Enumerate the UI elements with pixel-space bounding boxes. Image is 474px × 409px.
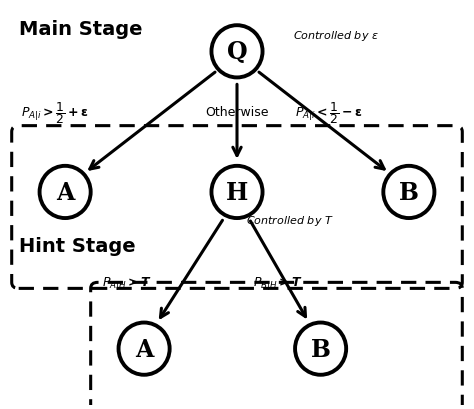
Ellipse shape	[211, 166, 263, 218]
Text: A: A	[135, 337, 153, 361]
Text: $\boldsymbol{P_{B|H} > T}$: $\boldsymbol{P_{B|H} > T}$	[253, 274, 303, 291]
Text: H: H	[226, 180, 248, 204]
Text: $\boldsymbol{P_{A|H} > T}$: $\boldsymbol{P_{A|H} > T}$	[102, 274, 153, 291]
Ellipse shape	[39, 166, 91, 218]
Ellipse shape	[295, 323, 346, 375]
Ellipse shape	[383, 166, 434, 218]
Text: Controlled by $T$: Controlled by $T$	[246, 213, 334, 227]
Text: B: B	[310, 337, 330, 361]
Text: A: A	[56, 180, 74, 204]
Ellipse shape	[118, 323, 170, 375]
Text: B: B	[399, 180, 419, 204]
Text: Hint Stage: Hint Stage	[18, 236, 135, 256]
Text: Otherwise: Otherwise	[205, 106, 269, 119]
Text: $\boldsymbol{P_{A|i} > \dfrac{1}{2} + \varepsilon}$: $\boldsymbol{P_{A|i} > \dfrac{1}{2} + \v…	[21, 99, 89, 125]
Ellipse shape	[211, 26, 263, 78]
Text: $\boldsymbol{P_{A|i} < \dfrac{1}{2} - \varepsilon}$: $\boldsymbol{P_{A|i} < \dfrac{1}{2} - \v…	[295, 99, 363, 125]
Text: Main Stage: Main Stage	[18, 20, 142, 39]
Text: Controlled by $\varepsilon$: Controlled by $\varepsilon$	[293, 29, 379, 43]
Text: Q: Q	[227, 40, 247, 64]
